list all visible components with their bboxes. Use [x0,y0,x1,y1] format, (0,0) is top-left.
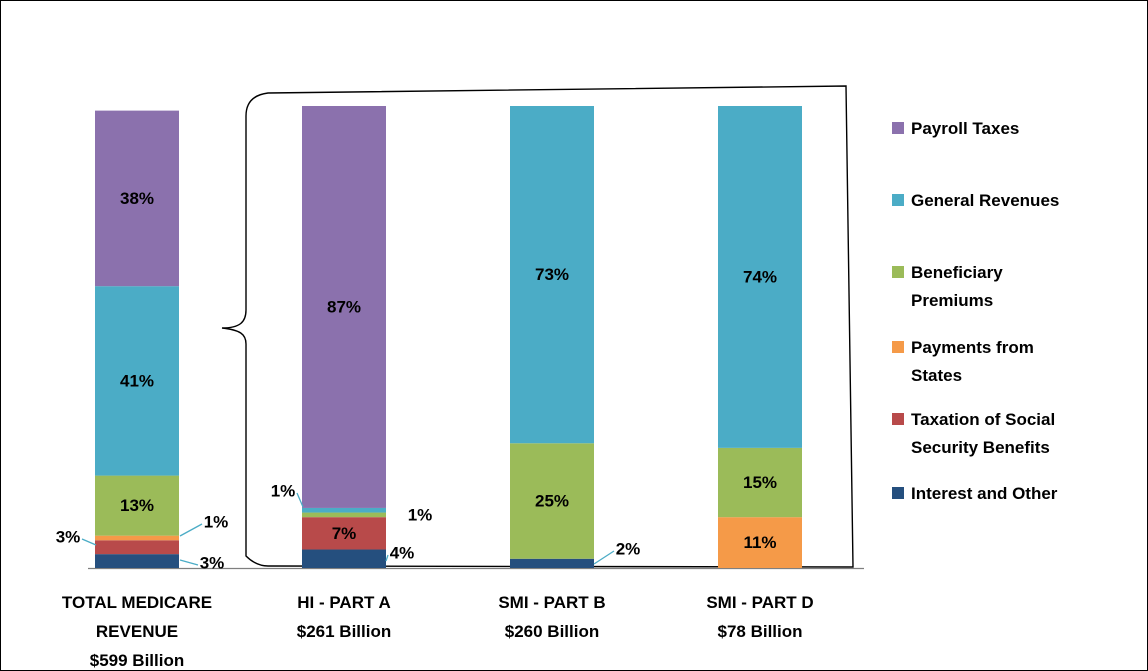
category-label-3-0: SMI - PART D [706,593,813,612]
legend-label-interest-and-other-0: Interest and Other [911,484,1058,503]
bar-payments-from-states-3 [718,517,802,568]
bar-beneficiary-premiums-0 [95,475,179,536]
legend-label-beneficiary-premiums-1: Premiums [911,291,993,310]
legend-label-taxation-of-social-security-benefits-0: Taxation of Social [911,410,1055,429]
data-label-beneficiary-premiums-1: 1% [271,482,296,501]
bar-interest-and-other-0 [95,554,179,568]
legend-swatch-interest-and-other [892,487,904,499]
data-label-beneficiary-premiums-0: 13% [120,496,154,515]
bar-general-revenues-3 [718,106,802,448]
leader-line-payments-from-states-0 [179,523,203,537]
data-label-interest-and-other-1: 4% [390,544,415,563]
bar-interest-and-other-2 [510,558,594,568]
bar-payments-from-states-0 [95,535,179,541]
legend-label-payments-from-states-1: States [911,366,962,385]
leader-line-taxation-of-social-security-benefits-0 [81,538,97,546]
legend-label-taxation-of-social-security-benefits-1: Security Benefits [911,438,1050,457]
category-label-2-0: SMI - PART B [498,593,605,612]
data-label-general-revenues-2: 73% [535,265,569,284]
bracket-outline [221,85,854,568]
legend-swatch-payroll-taxes [892,122,904,134]
data-label-general-revenues-3: 74% [743,267,777,286]
bar-interest-and-other-1 [302,549,386,568]
category-label-0-1: REVENUE [96,622,178,641]
legend-swatch-beneficiary-premiums [892,266,904,278]
bar-taxation-of-social-security-benefits-1 [302,517,386,550]
data-label-beneficiary-premiums-3: 15% [743,473,777,492]
legend-swatch-payments-from-states [892,341,904,353]
data-label-general-revenues-1: 1% [408,506,433,525]
category-label-0-2: $599 Billion [90,651,184,670]
data-label-taxation-of-social-security-benefits-1: 7% [332,524,357,543]
bar-payroll-taxes-0 [95,110,179,287]
data-label-beneficiary-premiums-2: 25% [535,492,569,511]
category-label-0-0: TOTAL MEDICARE [62,593,212,612]
bar-general-revenues-0 [95,286,179,476]
legend-swatch-taxation-of-social-security-benefits [892,413,904,425]
legend-label-payments-from-states-0: Payments from [911,338,1034,357]
category-label-3-1: $78 Billion [717,622,802,641]
leader-line-interest-and-other-0 [179,559,199,566]
data-label-general-revenues-0: 41% [120,371,154,390]
category-label-1-0: HI - PART A [297,593,391,612]
bar-taxation-of-social-security-benefits-0 [95,540,179,555]
data-label-payments-from-states-0: 1% [204,513,229,532]
bar-general-revenues-2 [510,106,594,444]
data-label-interest-and-other-0: 3% [200,554,225,573]
bar-beneficiary-premiums-1 [302,512,386,518]
data-label-payments-from-states-3: 11% [743,533,776,552]
data-label-taxation-of-social-security-benefits-0: 3% [56,528,81,547]
bar-general-revenues-1 [302,507,386,513]
bar-payroll-taxes-1 [302,106,386,508]
legend-label-beneficiary-premiums-0: Beneficiary [911,263,1003,282]
leader-line-beneficiary-premiums-1 [296,492,304,508]
category-label-1-1: $261 Billion [297,622,391,641]
legend-label-general-revenues-0: General Revenues [911,191,1059,210]
leader-line-interest-and-other-1 [385,554,389,562]
legend-swatch-general-revenues [892,194,904,206]
leader-line-interest-and-other-2 [593,550,615,565]
data-label-payroll-taxes-1: 87% [327,297,361,316]
data-label-interest-and-other-2: 2% [616,540,641,559]
legend-label-payroll-taxes-0: Payroll Taxes [911,119,1019,138]
bar-beneficiary-premiums-3 [718,447,802,518]
category-label-2-1: $260 Billion [505,622,599,641]
data-label-payroll-taxes-0: 38% [120,189,154,208]
bar-beneficiary-premiums-2 [510,443,594,559]
